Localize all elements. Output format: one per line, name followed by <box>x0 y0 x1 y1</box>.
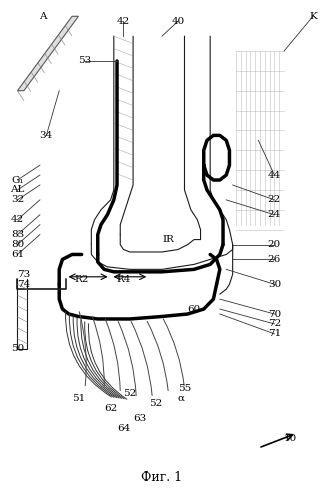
Text: 63: 63 <box>133 414 146 423</box>
Text: 34: 34 <box>40 131 53 140</box>
Text: 32: 32 <box>11 196 24 205</box>
Text: 50: 50 <box>11 344 24 353</box>
Text: 70: 70 <box>268 309 281 318</box>
Text: 44: 44 <box>268 171 281 180</box>
Text: 53: 53 <box>78 56 92 65</box>
Polygon shape <box>17 16 78 91</box>
Text: 73: 73 <box>17 270 30 279</box>
Text: K: K <box>309 12 317 21</box>
Text: R4: R4 <box>116 275 131 284</box>
Text: 24: 24 <box>268 210 281 219</box>
Text: 83: 83 <box>11 230 24 239</box>
Text: Фиг. 1: Фиг. 1 <box>142 471 182 484</box>
Text: A: A <box>40 12 47 21</box>
Text: 52: 52 <box>123 389 136 398</box>
Text: 30: 30 <box>268 280 281 289</box>
Text: 72: 72 <box>268 319 281 328</box>
Text: 55: 55 <box>178 384 191 393</box>
Text: 10: 10 <box>284 434 297 443</box>
Text: 60: 60 <box>188 304 201 313</box>
Text: 62: 62 <box>104 404 117 413</box>
Text: R2: R2 <box>75 275 89 284</box>
Text: 71: 71 <box>268 329 281 338</box>
Text: 74: 74 <box>17 280 30 289</box>
Text: 26: 26 <box>268 255 281 264</box>
Text: 61: 61 <box>11 250 24 259</box>
Text: 42: 42 <box>117 17 130 26</box>
Text: 20: 20 <box>268 240 281 249</box>
Text: 42: 42 <box>11 215 24 224</box>
Text: α: α <box>178 394 185 403</box>
Text: IR: IR <box>163 235 174 244</box>
Text: 40: 40 <box>171 17 185 26</box>
Text: 51: 51 <box>72 394 85 403</box>
Text: 64: 64 <box>117 424 130 433</box>
Text: G₁: G₁ <box>11 176 24 185</box>
Text: 80: 80 <box>11 240 24 249</box>
Text: AL: AL <box>10 186 25 195</box>
Text: 22: 22 <box>268 196 281 205</box>
Text: 52: 52 <box>149 399 162 408</box>
